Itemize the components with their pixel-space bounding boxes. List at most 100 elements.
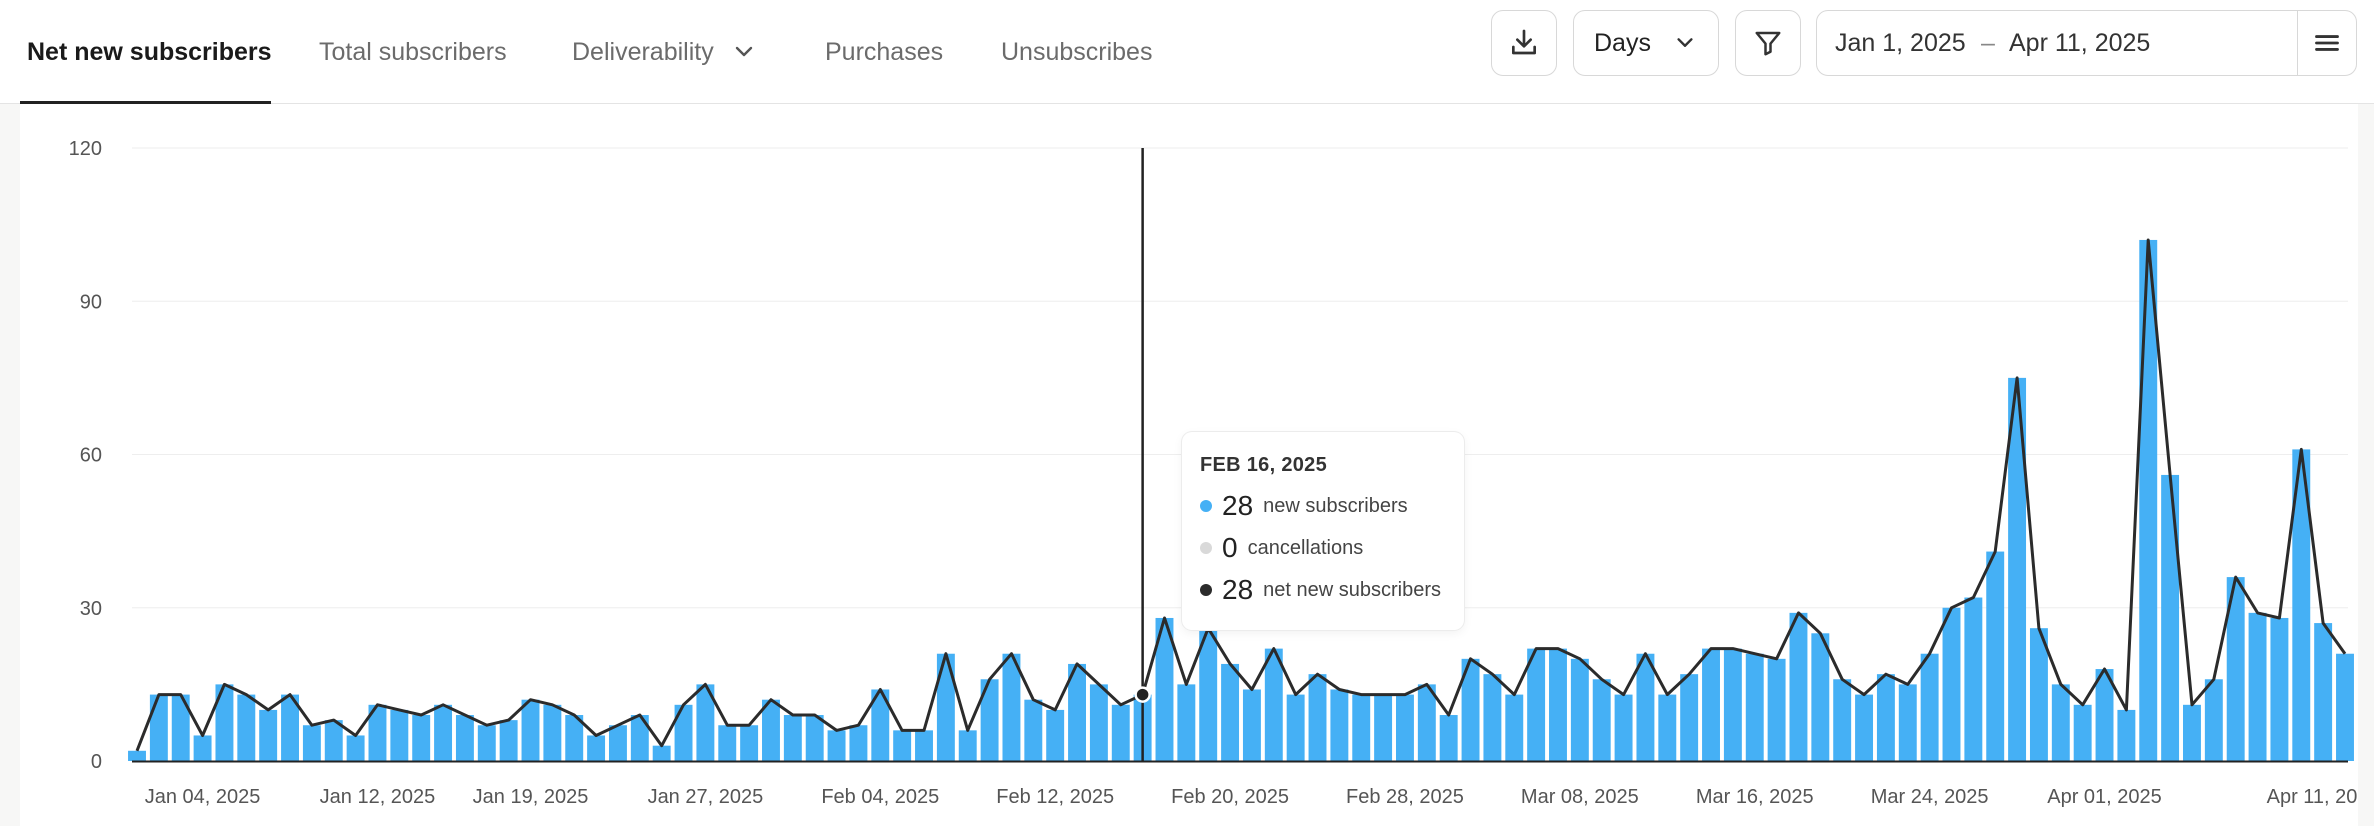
bar <box>696 684 715 761</box>
series-dot-icon <box>1200 542 1212 554</box>
bar <box>1549 648 1567 761</box>
x-tick-label: Apr 11, 2025 <box>2267 786 2358 808</box>
bar <box>1833 679 1852 761</box>
chart-tooltip: FEB 16, 2025 28 new subscribers 0 cancel… <box>1182 432 1464 630</box>
bar <box>1177 684 1196 761</box>
date-menu-button[interactable] <box>2297 11 2356 75</box>
bar <box>718 725 737 761</box>
bar <box>2204 679 2223 761</box>
bar <box>1374 694 1393 761</box>
tab-label: Unsubscribes <box>1001 37 1153 66</box>
bar <box>1417 684 1436 761</box>
tab-unsubscribes[interactable]: Unsubscribes <box>1001 0 1152 104</box>
tab-total-subscribers[interactable]: Total subscribers <box>319 0 507 104</box>
bar <box>827 730 846 761</box>
bar <box>1658 694 1677 761</box>
bar <box>281 694 299 761</box>
bar <box>324 720 343 761</box>
bar <box>630 715 649 761</box>
bar <box>915 730 933 761</box>
tab-deliverability[interactable]: Deliverability <box>572 0 756 104</box>
bar <box>368 704 387 761</box>
bar <box>1876 674 1895 761</box>
bar <box>543 704 562 761</box>
bar <box>2226 577 2245 761</box>
bar <box>346 735 365 761</box>
bar <box>2314 623 2333 761</box>
y-tick-label: 120 <box>69 138 102 160</box>
date-range-separator: – <box>1981 28 1995 57</box>
bar <box>871 689 890 761</box>
tooltip-row-new-subscribers: 28 new subscribers <box>1200 490 1408 522</box>
tooltip-value: 28 <box>1222 490 1254 521</box>
bar <box>1024 699 1043 761</box>
y-tick-label: 60 <box>80 445 102 467</box>
bar <box>1505 694 1524 761</box>
bar <box>740 725 759 761</box>
bar <box>412 715 431 761</box>
page-margin-left <box>0 104 20 826</box>
date-range-end: Apr 11, 2025 <box>2009 28 2151 57</box>
tooltip-label: net new subscribers <box>1263 578 1442 601</box>
bar <box>608 725 627 761</box>
bar <box>674 704 693 761</box>
top-toolbar: Net new subscribers Total subscribers De… <box>0 0 2374 104</box>
tab-label: Net new subscribers <box>27 37 272 66</box>
bar <box>1002 653 1021 761</box>
series-dot-icon <box>1200 584 1212 596</box>
bar <box>1702 648 1720 761</box>
granularity-select[interactable]: Days <box>1573 10 1719 76</box>
bar <box>2292 449 2311 761</box>
bar <box>2073 704 2092 761</box>
bar <box>2029 628 2048 761</box>
bar <box>936 653 955 761</box>
bar <box>1199 628 1218 761</box>
bar <box>958 730 977 761</box>
bar <box>1767 658 1786 761</box>
bar <box>1723 648 1742 761</box>
download-button[interactable] <box>1491 10 1557 76</box>
filter-button[interactable] <box>1735 10 1801 76</box>
x-tick-label: Feb 04, 2025 <box>821 786 939 808</box>
bar <box>1680 674 1699 761</box>
bar <box>171 694 190 761</box>
bar <box>805 715 824 761</box>
bar <box>2051 684 2070 761</box>
bar <box>1089 684 1108 761</box>
y-tick-label: 30 <box>80 598 102 620</box>
bar <box>1745 653 1764 761</box>
bar <box>652 745 671 761</box>
bar <box>1592 679 1611 761</box>
date-range-picker[interactable]: Jan 1, 2025 – Apr 11, 2025 <box>1816 10 2357 76</box>
date-range-start: Jan 1, 2025 <box>1835 28 1966 57</box>
bar <box>1352 694 1371 761</box>
bar <box>849 725 868 761</box>
bar <box>1811 633 1830 761</box>
bar <box>1068 663 1087 761</box>
bar <box>1855 694 1874 761</box>
tooltip-label: cancellations <box>1247 536 1364 559</box>
tab-label: Purchases <box>825 37 944 66</box>
x-tick-label: Feb 20, 2025 <box>1171 786 1289 808</box>
bar <box>1614 694 1633 761</box>
bar <box>1461 658 1480 761</box>
bar <box>1308 674 1327 761</box>
y-tick-label: 90 <box>80 291 102 313</box>
bar <box>1046 709 1065 761</box>
bar <box>762 699 780 761</box>
tooltip-row-net-new-subscribers: 28 net new subscribers <box>1200 574 1441 606</box>
bar <box>1264 648 1283 761</box>
x-tick-label: Feb 12, 2025 <box>996 786 1114 808</box>
chevron-down-icon <box>735 46 752 57</box>
tab-purchases[interactable]: Purchases <box>825 0 943 104</box>
granularity-value: Days <box>1594 28 1651 57</box>
bar <box>1330 689 1349 761</box>
tab-net-new-subscribers[interactable]: Net new subscribers <box>27 0 272 104</box>
hamburger-menu-icon <box>2315 35 2339 51</box>
bar <box>2183 704 2201 761</box>
x-tick-label: Apr 01, 2025 <box>2047 786 2162 808</box>
bar <box>2095 669 2114 761</box>
net-new-subscribers-chart[interactable]: 0 30 60 90 120 Jan 04, 2025 Jan 12, 2025 Jan 19… <box>0 104 2358 826</box>
bar <box>1242 689 1261 761</box>
net-line <box>135 238 2347 752</box>
